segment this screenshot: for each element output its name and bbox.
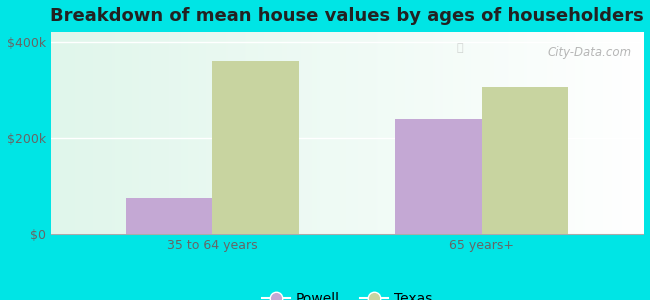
Bar bbox=[213, 61, 298, 234]
Title: Breakdown of mean house values by ages of householders: Breakdown of mean house values by ages o… bbox=[50, 7, 644, 25]
Bar bbox=[482, 87, 567, 234]
Text: 🔍: 🔍 bbox=[456, 43, 463, 53]
Bar bbox=[395, 118, 482, 234]
Text: City-Data.com: City-Data.com bbox=[547, 46, 631, 59]
Legend: Powell, Texas: Powell, Texas bbox=[257, 287, 437, 300]
Bar bbox=[126, 198, 213, 234]
